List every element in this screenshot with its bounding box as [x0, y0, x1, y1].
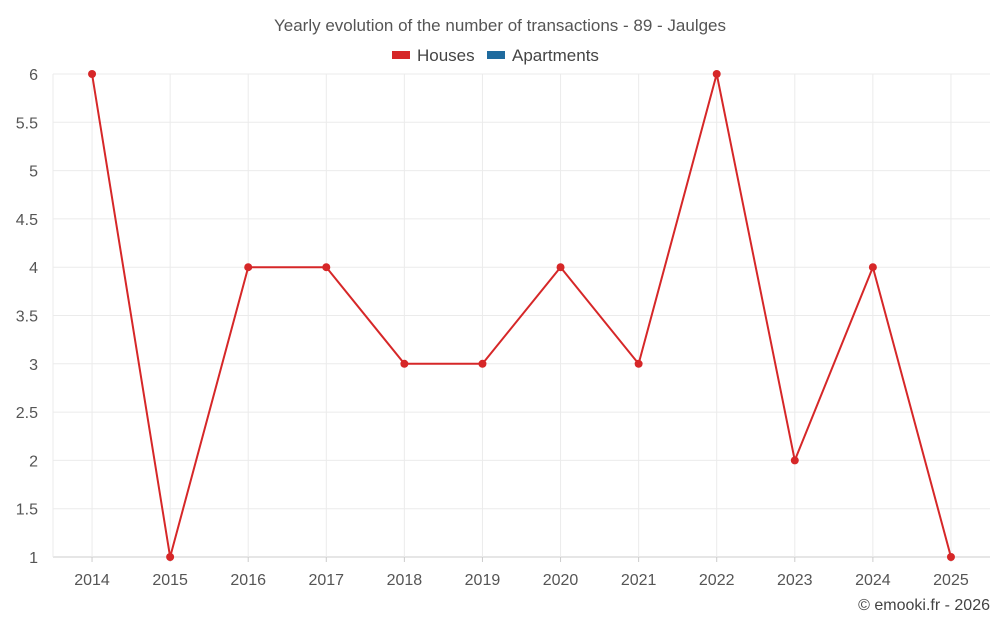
data-point-houses-2018[interactable] — [400, 359, 409, 368]
y-tick-label: 4 — [29, 260, 38, 277]
grid-layer — [52, 73, 990, 558]
axis-layer: 1 1.5 2 2.5 3 3.5 4 4.5 5 5.5 6 2014 2015 2016 2017 201… — [16, 67, 969, 589]
data-point-houses-2025[interactable] — [946, 553, 955, 561]
y-tick-label: 5 — [29, 164, 38, 181]
data-point-houses-2023[interactable] — [790, 456, 799, 465]
x-tick-label: 2015 — [152, 572, 188, 589]
x-tick-label: 2019 — [465, 572, 501, 589]
x-tick-label: 2018 — [387, 572, 423, 589]
y-tick-label: 3.5 — [16, 309, 38, 326]
x-tick-label: 2022 — [699, 572, 735, 589]
x-tick-label: 2016 — [230, 572, 266, 589]
y-tick-label: 6 — [29, 67, 38, 84]
series-line-houses — [91, 73, 952, 558]
x-tick-label: 2023 — [777, 572, 813, 589]
data-point-houses-2020[interactable] — [556, 263, 565, 272]
chart-title: Yearly evolution of the number of transa… — [274, 16, 726, 35]
y-tick-label: 5.5 — [16, 115, 38, 132]
series-layer — [88, 70, 955, 561]
data-point-houses-2021[interactable] — [634, 359, 643, 368]
x-tick-label: 2014 — [74, 572, 110, 589]
y-tick-label: 2.5 — [16, 405, 38, 422]
credit-text: © emooki.fr - 2026 — [858, 597, 990, 614]
data-point-houses-2014[interactable] — [88, 70, 97, 78]
x-tick-label: 2020 — [543, 572, 579, 589]
legend-swatch-apartments — [487, 51, 505, 59]
legend-label-houses[interactable]: Houses — [417, 46, 475, 65]
y-tick-label: 2 — [29, 453, 38, 470]
y-tick-label: 1 — [29, 550, 38, 567]
data-point-houses-2019[interactable] — [478, 359, 487, 368]
data-point-houses-2017[interactable] — [322, 263, 331, 272]
x-tick-label: 2025 — [933, 572, 969, 589]
data-point-houses-2015[interactable] — [166, 553, 175, 561]
x-tick-label: 2021 — [621, 572, 657, 589]
chart-legend: Houses Apartments — [392, 46, 599, 65]
x-tick-label: 2024 — [855, 572, 891, 589]
data-point-houses-2024[interactable] — [868, 263, 877, 272]
data-point-houses-2022[interactable] — [712, 70, 721, 78]
y-tick-label: 1.5 — [16, 502, 38, 519]
legend-label-apartments[interactable]: Apartments — [512, 46, 599, 65]
legend-swatch-houses — [392, 51, 410, 59]
y-tick-label: 4.5 — [16, 212, 38, 229]
y-tick-label: 3 — [29, 357, 38, 374]
data-point-houses-2016[interactable] — [244, 263, 253, 272]
x-tick-label: 2017 — [308, 572, 344, 589]
